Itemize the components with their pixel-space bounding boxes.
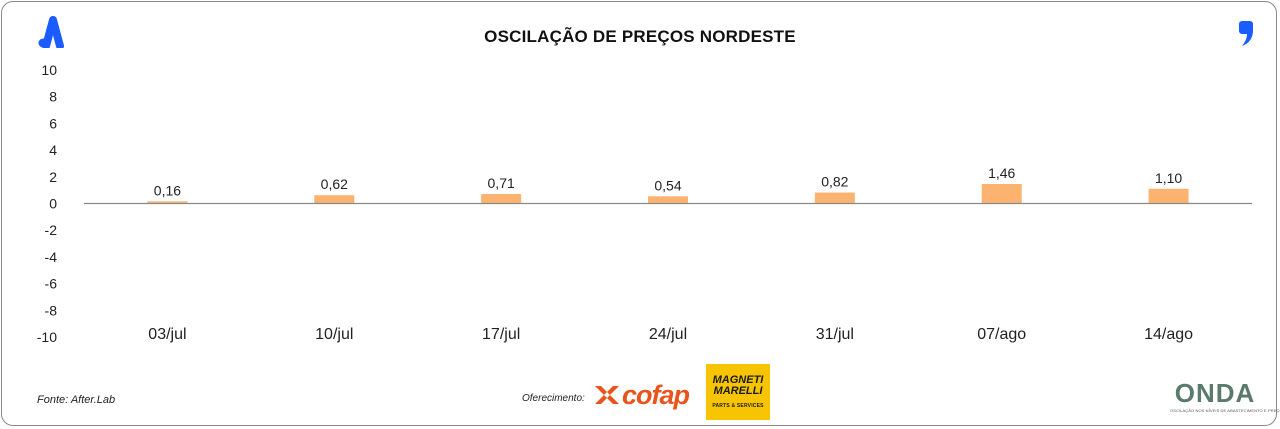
bar-24-jul — [648, 196, 688, 204]
source-note: Fonte: After.Lab — [37, 394, 116, 406]
x-tick-label: 14/ago — [1144, 326, 1193, 343]
onda-wordmark: ONDA — [1174, 378, 1256, 408]
cofap-logo: cofap — [592, 379, 690, 410]
bar-value-label: 0,82 — [821, 174, 848, 190]
bar-17-jul — [481, 194, 522, 204]
bar-value-label: 0,16 — [154, 182, 181, 198]
cofap-x-icon — [595, 386, 619, 404]
y-tick-label: -2 — [45, 222, 58, 238]
y-tick-label: -8 — [45, 302, 58, 318]
x-tick-label: 03/jul — [148, 326, 186, 343]
x-tick-label: 31/jul — [816, 326, 854, 343]
x-tick-label: 24/jul — [649, 326, 687, 343]
magneti-marelli-logo: MAGNETI MARELLI PARTS & SERVICES — [706, 364, 770, 420]
onda-logo: ONDA OSCILAÇÃO NOS NÍVEIS DE ABASTECIMEN… — [1170, 378, 1280, 413]
magneti-wordmark: MAGNETI MARELLI — [712, 374, 764, 397]
bar-03-jul — [147, 201, 188, 204]
quote-mark-icon — [1236, 18, 1260, 48]
x-tick-label: 07/ago — [977, 326, 1026, 343]
bar-value-label: 0,54 — [654, 177, 681, 193]
y-tick-label: 8 — [49, 89, 57, 105]
y-tick-label: -6 — [45, 276, 58, 292]
y-tick-label: 6 — [49, 115, 57, 131]
bar-value-label: 0,71 — [488, 175, 515, 191]
y-tick-label: -10 — [37, 329, 57, 345]
bar-14-ago — [1148, 188, 1189, 204]
bar-10-jul — [314, 195, 355, 204]
y-tick-label: 2 — [49, 169, 57, 185]
y-tick-label: 0 — [49, 196, 57, 212]
chart-title: OSCILAÇÃO DE PREÇOS NORDESTE — [484, 27, 796, 46]
sponsor-label: Oferecimento: — [522, 393, 585, 404]
magneti-subtitle: PARTS & SERVICES — [712, 403, 764, 409]
bar-value-label: 1,46 — [988, 165, 1015, 181]
onda-subtitle: OSCILAÇÃO NOS NÍVEIS DE ABASTECIMENTO E … — [1170, 408, 1280, 413]
bar-07-ago — [981, 184, 1022, 204]
bar-31-jul — [814, 192, 855, 204]
cofap-wordmark: cofap — [622, 379, 690, 410]
x-tick-label: 17/jul — [482, 326, 520, 343]
x-tick-label: 10/jul — [315, 326, 353, 343]
a-logo-icon — [36, 16, 70, 50]
bar-value-label: 0,62 — [321, 176, 348, 192]
y-tick-label: -4 — [45, 249, 58, 265]
y-tick-label: 10 — [41, 62, 57, 78]
y-tick-label: 4 — [49, 142, 57, 158]
bar-value-label: 1,10 — [1155, 170, 1182, 186]
